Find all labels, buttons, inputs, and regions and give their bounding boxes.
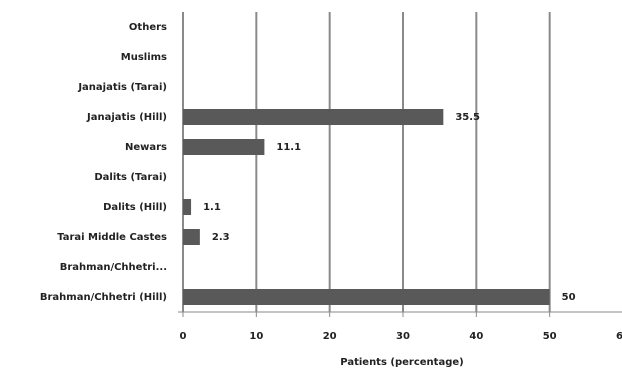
- bar: [183, 139, 265, 155]
- bar: [183, 229, 200, 245]
- y-tick-label: Tarai Middle Castes: [57, 232, 167, 243]
- y-tick-label: Muslims: [121, 52, 167, 63]
- y-tick-label: Brahman/Chhetri (Hill): [40, 292, 167, 303]
- value-label: 1.1: [203, 202, 221, 213]
- y-tick-label: Janajatis (Tarai): [77, 82, 167, 93]
- x-tick-label: 40: [469, 331, 483, 342]
- x-axis-label: Patients (percentage): [340, 357, 463, 368]
- value-label: 11.1: [276, 142, 301, 153]
- y-tick-label: Brahman/Chhetri...: [60, 262, 167, 273]
- y-tick-label: Dalits (Hill): [103, 202, 167, 213]
- bar: [183, 109, 444, 125]
- x-tick-label: 10: [249, 331, 263, 342]
- y-tick-label: Newars: [125, 142, 167, 153]
- x-tick-label: 0: [180, 331, 187, 342]
- bar: [183, 289, 550, 305]
- x-tick-label: 60: [616, 331, 622, 342]
- x-tick-label: 50: [543, 331, 557, 342]
- y-tick-label: Others: [129, 22, 167, 33]
- y-tick-label: Janajatis (Hill): [86, 112, 167, 123]
- value-label: 35.5: [455, 112, 480, 123]
- x-tick-label: 20: [323, 331, 337, 342]
- y-tick-label: Dalits (Tarai): [94, 172, 167, 183]
- value-label: 2.3: [212, 232, 230, 243]
- bar: [183, 199, 192, 215]
- value-label: 50: [562, 292, 576, 303]
- x-tick-label: 30: [396, 331, 410, 342]
